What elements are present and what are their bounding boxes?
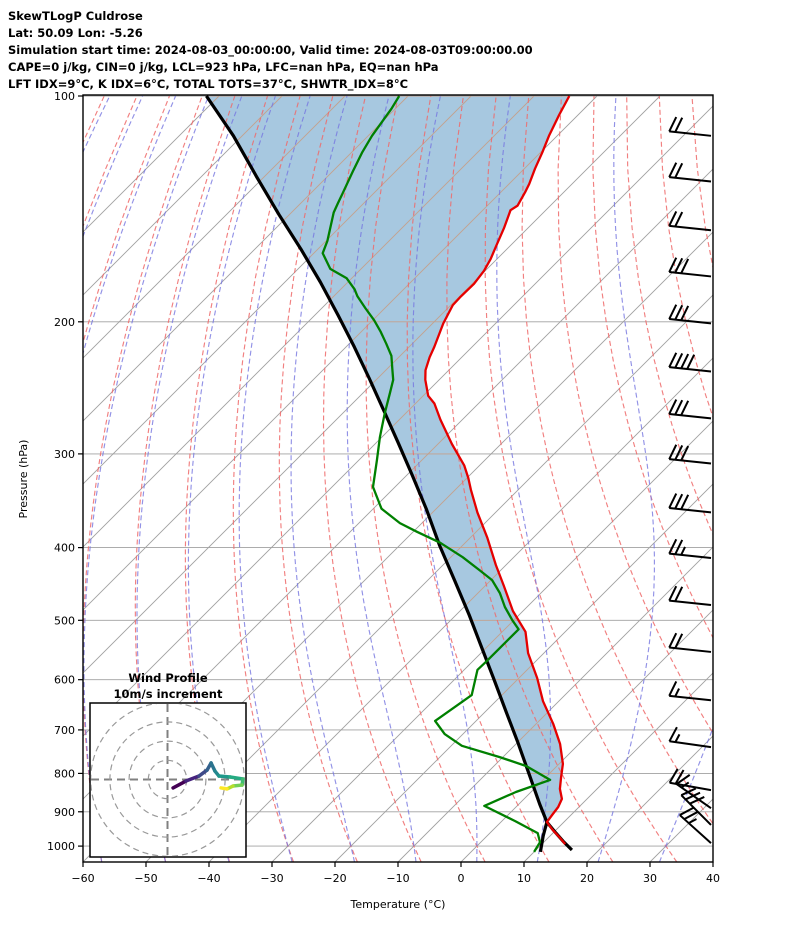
hodograph-title: Wind Profile (128, 671, 208, 685)
moist-adiabats (83, 95, 713, 862)
svg-text:500: 500 (54, 614, 75, 627)
svg-text:400: 400 (54, 542, 75, 555)
svg-text:40: 40 (706, 872, 720, 885)
svg-text:−40: −40 (197, 872, 220, 885)
svg-text:−50: −50 (134, 872, 157, 885)
cape-cin-line: CAPE=0 j/kg, CIN=0 j/kg, LCL=923 hPa, LF… (8, 60, 439, 74)
plot-title: SkewTLogP Culdrose (8, 9, 143, 23)
dry-adiabats (83, 95, 713, 862)
hodograph-inset: Wind Profile 10m/s increment (89, 671, 247, 858)
svg-text:800: 800 (54, 767, 75, 780)
y-axis-label: Pressure (hPa) (17, 440, 30, 519)
svg-text:300: 300 (54, 448, 75, 461)
svg-text:−20: −20 (323, 872, 346, 885)
x-axis-label: Temperature (°C) (350, 898, 446, 911)
hodograph-box (89, 702, 247, 858)
indices-line: LFT IDX=9°C, K IDX=6°C, TOTAL TOTS=37°C,… (8, 77, 408, 92)
svg-text:20: 20 (580, 872, 594, 885)
svg-text:0: 0 (458, 872, 465, 885)
lat-lon-line: Lat: 50.09 Lon: -5.26 (8, 26, 143, 40)
svg-text:100: 100 (54, 90, 75, 103)
header-block: SkewTLogP Culdrose Lat: 50.09 Lon: -5.26… (8, 9, 533, 92)
svg-text:600: 600 (54, 674, 75, 687)
svg-text:1000: 1000 (47, 840, 75, 853)
svg-text:30: 30 (643, 872, 657, 885)
cape-shading (206, 96, 570, 823)
svg-text:900: 900 (54, 806, 75, 819)
hodograph-content (91, 704, 245, 856)
svg-text:−60: −60 (71, 872, 94, 885)
plot-frame-and-ticks: −60 −50 −40 −30 −20 −10 0 10 20 30 40 100 200 300 400 5… (47, 90, 720, 885)
svg-text:−30: −30 (260, 872, 283, 885)
profile-curves (205, 95, 574, 853)
sim-time-line: Simulation start time: 2024-08-03_00:00:… (8, 43, 533, 58)
svg-text:700: 700 (54, 724, 75, 737)
hodograph-subtitle: 10m/s increment (114, 687, 223, 701)
svg-text:−10: −10 (386, 872, 409, 885)
wind-barb-column (668, 116, 712, 844)
svg-text:10: 10 (517, 872, 531, 885)
svg-text:200: 200 (54, 316, 75, 329)
